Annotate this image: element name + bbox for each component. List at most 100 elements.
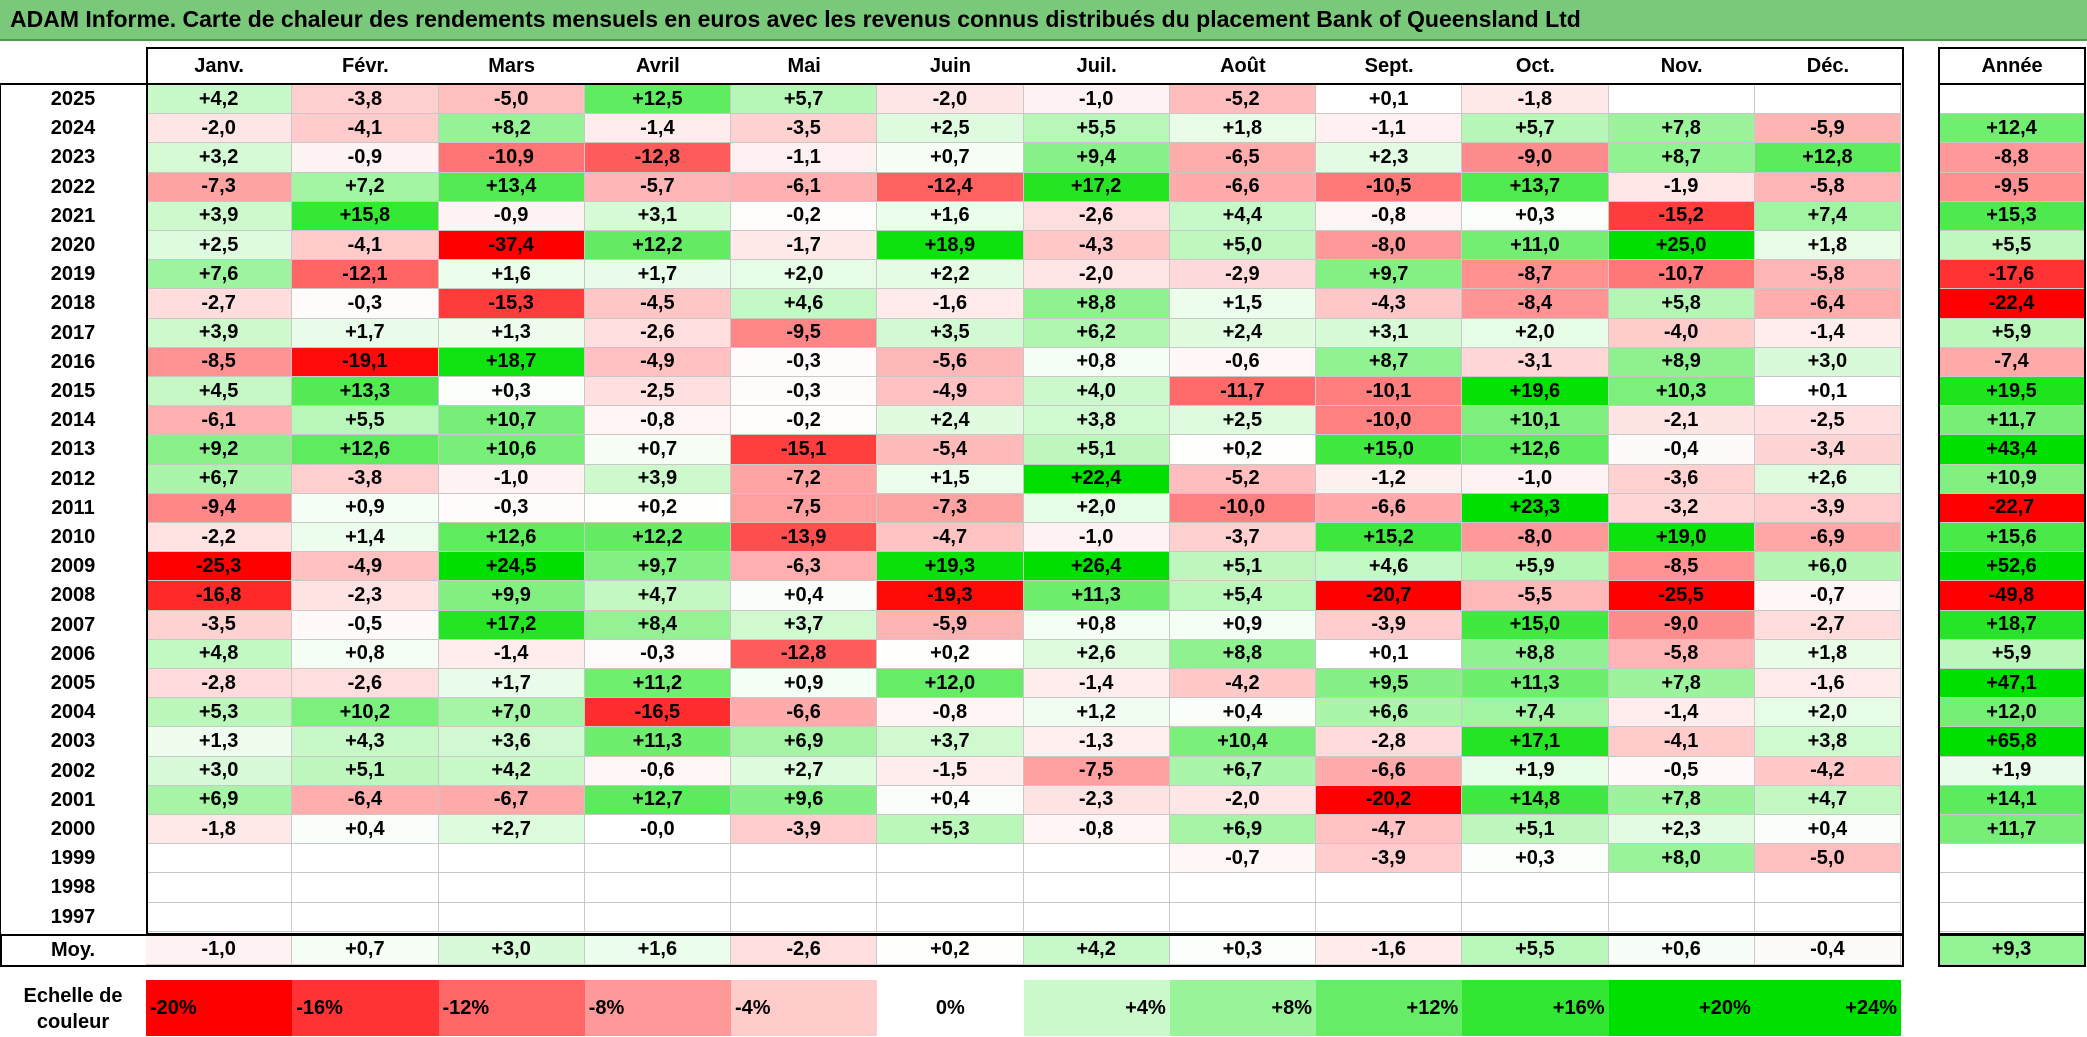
heatmap-cell: +7,8 — [1608, 669, 1755, 699]
heatmap-cell — [1169, 902, 1316, 932]
heatmap-cell: +5,7 — [1462, 114, 1609, 144]
heatmap-cell: +4,6 — [1316, 552, 1463, 582]
heatmap-cell: -3,5 — [146, 610, 293, 640]
heatmap-cell: -0,7 — [1754, 581, 1901, 611]
heatmap-cell — [1608, 902, 1755, 932]
row-year-label: 2007 — [50, 613, 96, 636]
heatmap-cell: +2,0 — [1023, 493, 1170, 523]
heatmap-cell: +5,1 — [1023, 435, 1170, 465]
heatmap-cell — [731, 902, 878, 932]
color-scale-label-line: couleur — [36, 1011, 110, 1033]
heatmap-cell: -12,8 — [584, 143, 731, 173]
heatmap-cell: -1,1 — [731, 143, 878, 173]
heatmap-cell: -5,0 — [438, 85, 585, 115]
color-scale-label: Echelle de couleur — [0, 983, 146, 1035]
row-year-label: 2008 — [50, 584, 96, 607]
heatmap-cell: -2,5 — [1754, 406, 1901, 436]
heatmap-cell: +3,9 — [146, 201, 293, 231]
heatmap-cell: +7,4 — [1462, 698, 1609, 728]
heatmap-cell: -3,8 — [292, 464, 439, 494]
heatmap-cell — [1754, 902, 1901, 932]
heatmap-cell — [1023, 873, 1170, 903]
heatmap-cell: -25,3 — [146, 552, 293, 582]
heatmap-cell — [584, 902, 731, 932]
heatmap-cell: +4,8 — [146, 639, 293, 669]
heatmap-cell: +6,9 — [731, 727, 878, 757]
heatmap-cell: +15,8 — [292, 201, 439, 231]
month-header: Mars — [488, 55, 535, 77]
heatmap-cell: -0,3 — [731, 347, 878, 377]
heatmap-cell: +10,6 — [438, 435, 585, 465]
heatmap-cell: -7,3 — [877, 493, 1024, 523]
heatmap-cell: +2,0 — [1754, 698, 1901, 728]
year-total-cell: -49,8 — [1938, 581, 2086, 611]
heatmap-cell: -5,8 — [1754, 260, 1901, 290]
color-scale-swatch: +16% — [1462, 980, 1609, 1036]
heatmap-cell: -6,7 — [438, 785, 585, 815]
heatmap-cell: -6,4 — [1754, 289, 1901, 319]
heatmap-cell: +15,0 — [1316, 435, 1463, 465]
heatmap-cell: +5,0 — [1169, 231, 1316, 261]
heatmap-cell — [877, 902, 1024, 932]
heatmap-cell: -1,6 — [877, 289, 1024, 319]
heatmap-cell: +7,0 — [438, 698, 585, 728]
heatmap-cell: +19,6 — [1462, 377, 1609, 407]
month-header: Oct. — [1515, 55, 1555, 77]
heatmap-cell: +3,7 — [731, 610, 878, 640]
heatmap-cell: +9,7 — [1316, 260, 1463, 290]
heatmap-cell: -20,7 — [1316, 581, 1463, 611]
page-title: ADAM Informe. Carte de chaleur des rende… — [10, 6, 1581, 32]
row-year-label: 2013 — [50, 438, 96, 461]
month-header: Avril — [636, 55, 680, 77]
heatmap-cell: -5,8 — [1754, 172, 1901, 202]
row-year-label: 2002 — [50, 759, 96, 782]
heatmap-cell: -4,9 — [292, 552, 439, 582]
heatmap-cell: -8,5 — [1608, 552, 1755, 582]
heatmap-cell: +1,7 — [292, 318, 439, 348]
heatmap-cell: +0,9 — [1169, 610, 1316, 640]
heatmap-cell: +0,4 — [1754, 815, 1901, 845]
heatmap-cell: +3,9 — [146, 318, 293, 348]
heatmap-cell: +5,4 — [1169, 581, 1316, 611]
heatmap-cell: -7,5 — [1023, 756, 1170, 786]
row-label-divider — [0, 83, 1, 935]
heatmap-cell: -5,7 — [584, 172, 731, 202]
heatmap-cell: +3,9 — [584, 464, 731, 494]
average-cell: +5,5 — [1462, 935, 1609, 965]
heatmap-cell: +10,2 — [292, 698, 439, 728]
row-year-label: 2014 — [50, 409, 96, 432]
heatmap-cell: -19,3 — [877, 581, 1024, 611]
heatmap-cell: -1,8 — [1462, 85, 1609, 115]
heatmap-cell: -1,1 — [1316, 114, 1463, 144]
heatmap-cell: -0,4 — [1608, 435, 1755, 465]
heatmap-cell: -0,2 — [731, 201, 878, 231]
heatmap-cell: -0,5 — [1608, 756, 1755, 786]
heatmap-cell: -6,6 — [731, 698, 878, 728]
row-year-label: 2022 — [50, 175, 96, 198]
heatmap-cell: +3,8 — [1754, 727, 1901, 757]
heatmap-cell: +4,7 — [1754, 785, 1901, 815]
row-year-label: 2009 — [50, 555, 96, 578]
heatmap-cell: -2,0 — [877, 85, 1024, 115]
heatmap-cell: +6,9 — [1169, 815, 1316, 845]
header-underline — [1938, 83, 2086, 85]
heatmap-cell: +8,7 — [1608, 143, 1755, 173]
row-year-label: 2003 — [50, 730, 96, 753]
heatmap-cell — [292, 844, 439, 874]
heatmap-cell: +2,7 — [731, 756, 878, 786]
heatmap-cell: -7,5 — [731, 493, 878, 523]
average-cell: +0,3 — [1169, 935, 1316, 965]
heatmap-cell — [877, 844, 1024, 874]
heatmap-cell: +10,1 — [1462, 406, 1609, 436]
heatmap-cell — [438, 873, 585, 903]
heatmap-cell: -0,5 — [292, 610, 439, 640]
heatmap-cell: +9,6 — [731, 785, 878, 815]
year-total-cell: +47,1 — [1938, 669, 2086, 699]
heatmap-cell: -3,9 — [1754, 493, 1901, 523]
heatmap-cell — [731, 873, 878, 903]
heatmap-cell: +12,6 — [1462, 435, 1609, 465]
heatmap-cell: -4,9 — [877, 377, 1024, 407]
heatmap-cell: -0,3 — [584, 639, 731, 669]
heatmap-cell: +0,4 — [1169, 698, 1316, 728]
heatmap-cell: +2,6 — [1023, 639, 1170, 669]
